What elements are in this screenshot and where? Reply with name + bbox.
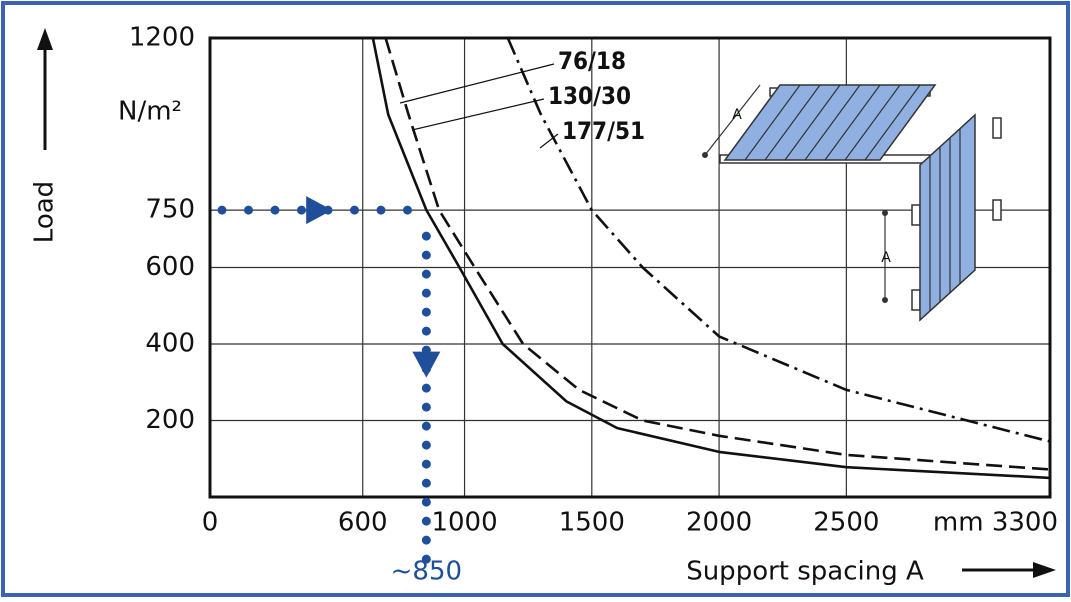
x-tick-label: 2500 — [813, 508, 879, 538]
curve — [371, 38, 1050, 480]
y-tick-label: 1200 — [129, 23, 195, 53]
curve — [384, 38, 1050, 471]
illustration-label: A — [732, 107, 742, 123]
guide-dot — [421, 554, 431, 564]
guide-dot — [421, 231, 431, 241]
guide-arrow — [412, 351, 441, 378]
annotation: ~850 — [391, 557, 462, 587]
x-tick-label: 1500 — [559, 508, 625, 538]
guide-dot — [421, 402, 431, 412]
guide-dot — [421, 459, 431, 469]
guide-dot — [421, 421, 431, 431]
y-axis-label: Load — [30, 181, 60, 243]
guide-dot — [421, 383, 431, 393]
guide — [217, 196, 441, 564]
guide-dot — [421, 307, 431, 317]
y-unit: N/m² — [118, 97, 182, 127]
plot-area — [208, 36, 1052, 499]
guide-dot — [421, 440, 431, 450]
y-tick-label: 200 — [145, 405, 195, 435]
leader-line — [539, 133, 559, 149]
plot-frame — [208, 36, 1052, 499]
guide-dot — [421, 516, 431, 526]
illustration-vertical — [882, 113, 1002, 322]
x-tick-label: 2000 — [686, 508, 752, 538]
illustration-label: A — [881, 250, 891, 266]
x-axis-label: Support spacing A — [686, 557, 924, 587]
y-tick-label: 600 — [145, 252, 195, 282]
y-arrow-head — [37, 28, 53, 50]
guide-dot — [421, 478, 431, 488]
series-label: 76/18 — [558, 47, 626, 75]
leader-line — [399, 63, 555, 104]
x-arrow-head — [1033, 562, 1056, 578]
guide-dot — [270, 205, 280, 215]
series-label: 177/51 — [562, 117, 645, 145]
guide-dot — [421, 497, 431, 507]
guide-dot — [421, 535, 431, 545]
guide-dot — [421, 269, 431, 279]
y-tick-label: 750 — [145, 195, 195, 225]
x-tick-label: 1000 — [431, 508, 497, 538]
x-tick-label: mm 3300 — [933, 508, 1058, 538]
guide-dot — [376, 205, 386, 215]
guide-dot — [403, 205, 412, 215]
guide-dot — [421, 326, 431, 336]
x-tick-label: 600 — [338, 508, 388, 538]
guide-dot — [421, 288, 431, 298]
leader-line — [411, 98, 545, 131]
guide-dot — [297, 205, 306, 215]
x-tick-label: 0 — [202, 508, 219, 538]
guide-dot — [421, 250, 431, 260]
guide-dot — [217, 205, 227, 215]
guide-dot — [244, 205, 253, 215]
guide-dot — [350, 205, 359, 215]
illustration-horizontal — [702, 84, 937, 164]
series-label: 130/30 — [548, 82, 631, 110]
curve — [506, 38, 1050, 443]
guide-arrow — [306, 196, 333, 225]
y-tick-label: 400 — [145, 329, 195, 359]
